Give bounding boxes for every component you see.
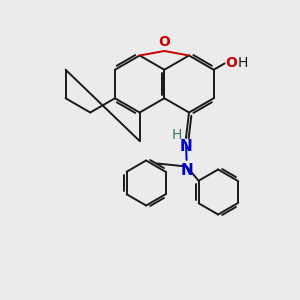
Text: H: H [171, 128, 182, 142]
Text: N: N [180, 163, 193, 178]
Text: O: O [225, 56, 237, 70]
Text: N: N [180, 140, 192, 154]
Text: H: H [238, 56, 248, 70]
Text: O: O [158, 35, 170, 50]
